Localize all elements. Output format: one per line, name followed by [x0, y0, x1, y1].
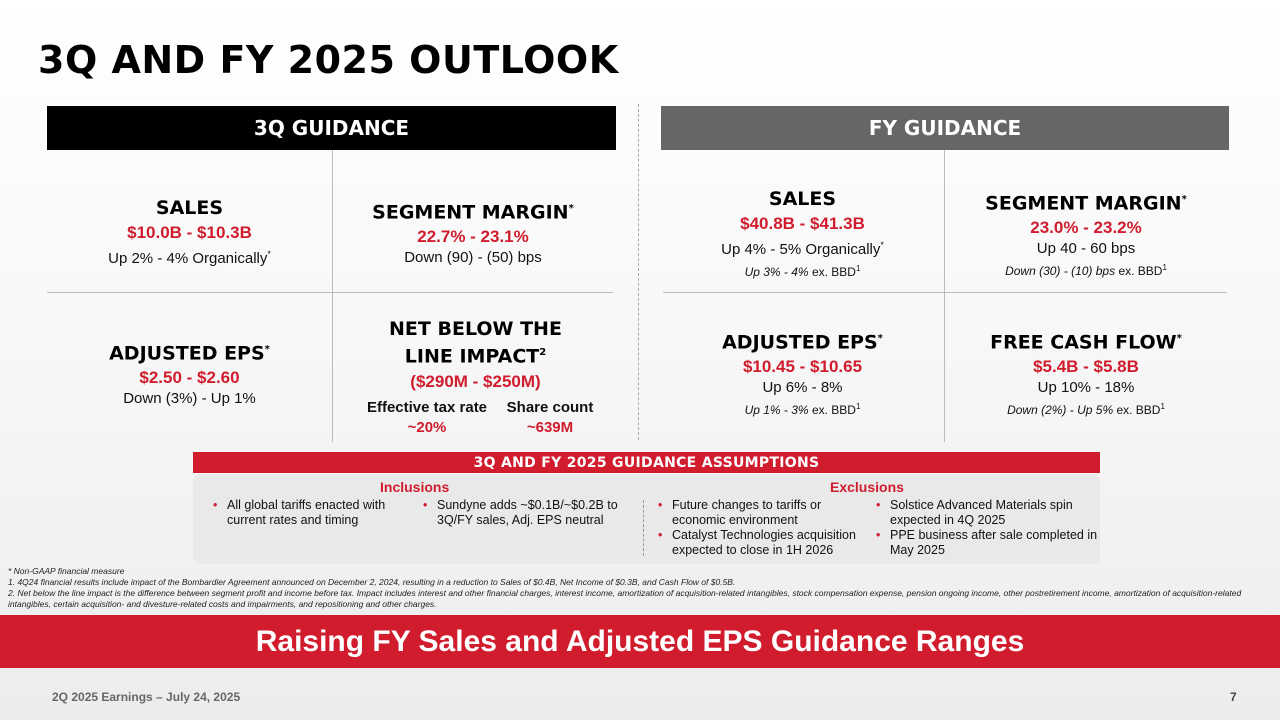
inclusions-title: Inclusions	[380, 479, 450, 495]
q-nbl-label-2: LINE IMPACT2	[404, 345, 547, 368]
q-share-value: ~639M	[526, 419, 574, 436]
fy-eps-value: $10.45 - $10.65	[742, 357, 863, 377]
fy-sales-exbbd: Up 3% - 4% ex. BBD1	[744, 264, 861, 279]
q-share-count: Share count ~639M	[500, 398, 600, 438]
q-eps-label: ADJUSTED EPS*	[109, 342, 270, 365]
fy-fcf-exbbd: Down (2%) - Up 5% ex. BBD1	[1007, 402, 1165, 418]
assumptions-divider	[643, 500, 644, 556]
fy-guidance-header: FY GUIDANCE	[661, 106, 1229, 150]
exclusion-item: Future changes to tariffs or economic en…	[658, 498, 877, 528]
footnote-2: 2. Net below the line impact is the diff…	[8, 588, 1242, 609]
q-tax-label: Effective tax rate	[366, 399, 488, 416]
fy-sales-label: SALES	[768, 188, 837, 210]
fy-eps-exbbd: Up 1% - 3% ex. BBD1	[744, 402, 861, 418]
footnote-nongaap: * Non-GAAP financial measure	[8, 566, 125, 576]
q-guidance-header: 3Q GUIDANCE	[47, 106, 616, 150]
footnote-1: 1. 4Q24 financial results include impact…	[8, 577, 736, 587]
fy-margin-exbbd: Down (30) - (10) bps ex. BBD1	[1005, 263, 1167, 279]
fy-sales-cell: SALES $40.8B - $41.3B Up 4% - 5% Organic…	[661, 188, 944, 281]
q-vertical-divider	[332, 150, 333, 442]
q-nbl-cell: NET BELOW THE LINE IMPACT2 ($290M - $250…	[333, 318, 618, 393]
q-sales-sub: Up 2% - 4% Organically*	[108, 249, 271, 267]
fy-margin-value: 23.0% - 23.2%	[1030, 218, 1142, 238]
exclusion-item: Catalyst Technologies acquisition expect…	[658, 528, 887, 558]
fy-eps-sub: Up 6% - 8%	[762, 379, 843, 397]
exclusion-item: PPE business after sale completed in May…	[876, 528, 1105, 558]
fy-sales-sub: Up 4% - 5% Organically*	[721, 240, 884, 258]
q-sales-cell: SALES $10.0B - $10.3B Up 2% - 4% Organic…	[47, 197, 332, 269]
q-margin-cell: SEGMENT MARGIN* 22.7% - 23.1% Down (90) …	[333, 197, 613, 268]
q-tax-rate: Effective tax rate ~20%	[357, 398, 497, 438]
fy-vertical-divider	[944, 150, 945, 442]
fy-fcf-sub: Up 10% - 18%	[1037, 379, 1135, 397]
center-divider	[638, 104, 639, 440]
fy-eps-cell: ADJUSTED EPS* $10.45 - $10.65 Up 6% - 8%…	[661, 327, 944, 419]
fy-fcf-cell: FREE CASH FLOW* $5.4B - $5.8B Up 10% - 1…	[945, 327, 1227, 419]
q-nbl-value: ($290M - $250M)	[410, 372, 541, 392]
page-number: 7	[1230, 690, 1237, 704]
fy-margin-cell: SEGMENT MARGIN* 23.0% - 23.2% Up 40 - 60…	[945, 188, 1227, 280]
q-margin-sub: Down (90) - (50) bps	[404, 249, 542, 267]
q-tax-value: ~20%	[407, 419, 447, 436]
q-eps-sub: Down (3%) - Up 1%	[123, 390, 256, 408]
fy-margin-sub: Up 40 - 60 bps	[1036, 240, 1136, 258]
q-sales-label: SALES	[155, 197, 224, 219]
inclusion-item: Sundyne adds ~$0.1B/~$0.2B to 3Q/FY sale…	[423, 498, 642, 528]
fy-horizontal-divider	[663, 292, 1227, 293]
fy-eps-label: ADJUSTED EPS*	[722, 331, 883, 354]
footer-event: 2Q 2025 Earnings – July 24, 2025	[52, 690, 241, 704]
q-eps-value: $2.50 - $2.60	[139, 368, 240, 388]
exclusions-title: Exclusions	[830, 479, 904, 495]
q-share-label: Share count	[506, 399, 594, 416]
q-horizontal-divider	[47, 292, 613, 293]
q-nbl-label: NET BELOW THE	[389, 318, 562, 340]
fy-fcf-value: $5.4B - $5.8B	[1033, 357, 1139, 377]
key-message-banner: Raising FY Sales and Adjusted EPS Guidan…	[0, 615, 1280, 668]
q-eps-cell: ADJUSTED EPS* $2.50 - $2.60 Down (3%) - …	[47, 338, 332, 409]
q-margin-label: SEGMENT MARGIN*	[372, 201, 574, 224]
inclusion-item: All global tariffs enacted with current …	[213, 498, 417, 528]
fy-sales-value: $40.8B - $41.3B	[740, 214, 865, 233]
page-title: 3Q AND FY 2025 OUTLOOK	[38, 38, 619, 82]
fy-fcf-label: FREE CASH FLOW*	[990, 331, 1182, 354]
q-margin-value: 22.7% - 23.1%	[417, 227, 529, 247]
q-sales-value: $10.0B - $10.3B	[127, 223, 252, 242]
assumptions-header: 3Q AND FY 2025 GUIDANCE ASSUMPTIONS	[193, 452, 1100, 473]
fy-margin-label: SEGMENT MARGIN*	[985, 192, 1187, 215]
exclusion-item: Solstice Advanced Materials spin expecte…	[876, 498, 1105, 528]
